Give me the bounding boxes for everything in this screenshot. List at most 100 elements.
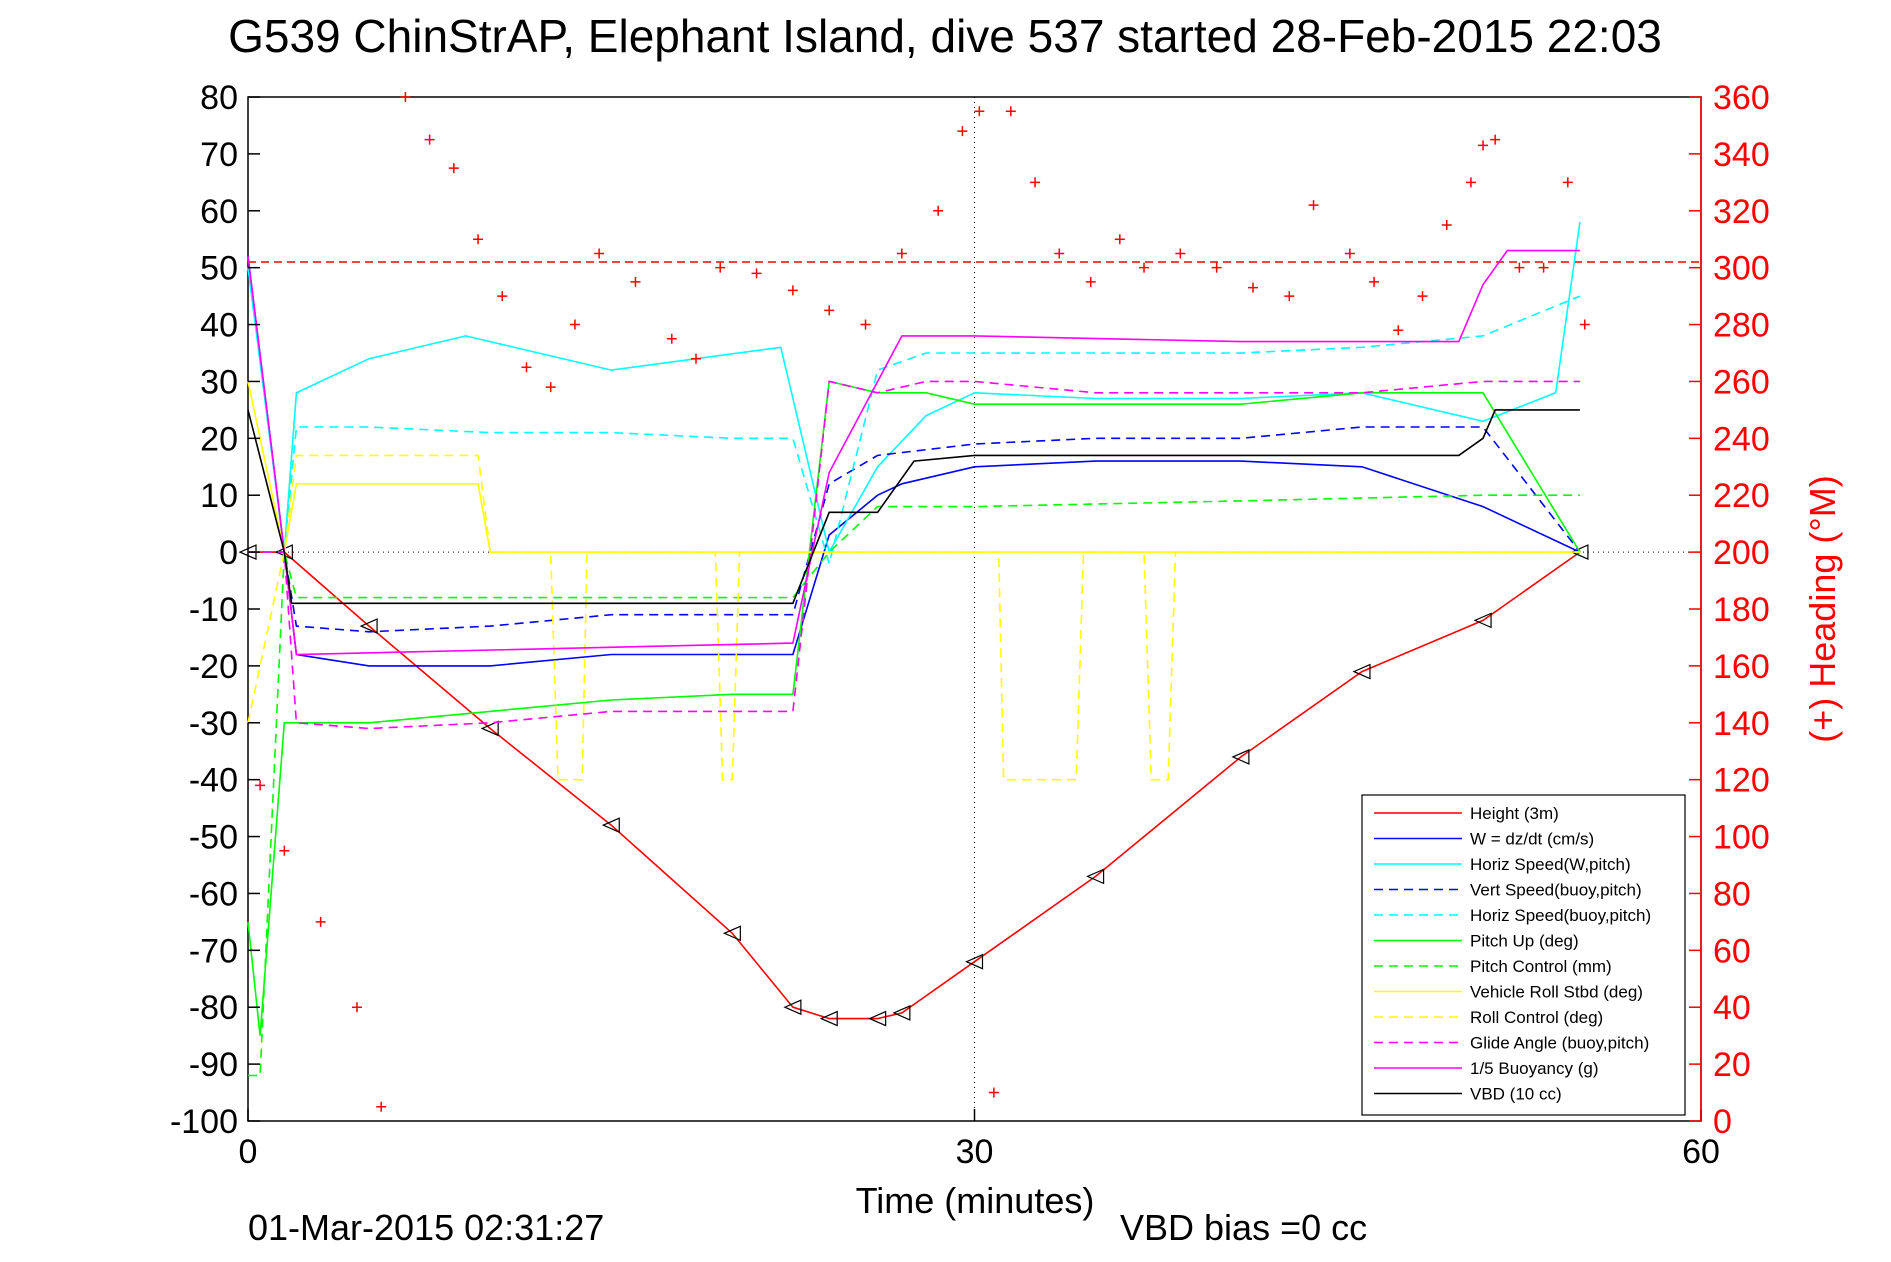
y-tick-label: -30	[189, 705, 238, 743]
y-tick-label: -80	[189, 989, 238, 1027]
series-pitch-up-deg	[247, 380, 1581, 1036]
heading-point	[751, 268, 762, 279]
heading-point	[1417, 291, 1428, 302]
legend-label: Vert Speed(buoy,pitch)	[1470, 881, 1642, 900]
y-tick-label: 70	[200, 136, 238, 174]
heading-point	[448, 163, 459, 174]
y-tick-label: 0	[219, 534, 238, 572]
heading-point	[715, 262, 726, 273]
heading-point	[1478, 140, 1489, 151]
heading-point	[1030, 177, 1041, 188]
series-glide-angle-buoy-pitch	[248, 380, 1580, 730]
heading-point	[666, 333, 677, 344]
height-marker	[359, 618, 378, 634]
legend-label: Pitch Control (mm)	[1470, 957, 1612, 976]
legend-label: W = dz/dt (cm/s)	[1470, 830, 1594, 849]
y-right-tick-label: 40	[1713, 989, 1751, 1027]
heading-point	[988, 1087, 999, 1098]
height-marker	[480, 720, 499, 737]
y-right-tick-label: 300	[1713, 250, 1770, 288]
heading-point	[1514, 262, 1525, 273]
heading-point	[974, 106, 985, 117]
series-1-5-buoyancy-g	[247, 249, 1580, 656]
height-marker	[1570, 544, 1589, 561]
heading-point	[315, 916, 326, 927]
legend-label: Pitch Up (deg)	[1470, 932, 1579, 951]
y-right-tick-label: 140	[1713, 705, 1770, 743]
heading-point	[351, 1002, 362, 1013]
series-w-dz-dt-cm-s	[247, 256, 1581, 667]
y-right-tick-label: 280	[1713, 307, 1770, 345]
y-right-tick-label: 100	[1713, 819, 1770, 857]
heading-point	[896, 248, 907, 259]
heading-point	[1393, 325, 1404, 336]
series-heading	[255, 92, 1590, 1112]
y-tick-label: -60	[189, 875, 238, 913]
heading-point	[1139, 262, 1150, 273]
y-right-tick-label: 60	[1713, 932, 1751, 970]
heading-point	[1211, 262, 1222, 273]
legend-label: 1/5 Buoyancy (g)	[1470, 1059, 1599, 1078]
legend-label: VBD (10 cc)	[1470, 1085, 1562, 1104]
y-right-tick-label: 240	[1713, 420, 1770, 458]
y-tick-label: 10	[200, 477, 238, 515]
y-right-tick-label: 200	[1713, 534, 1770, 572]
y-tick-label: -10	[189, 591, 238, 629]
height-marker	[1231, 748, 1250, 765]
y-right-tick-label: 120	[1713, 762, 1770, 800]
y-tick-label: 20	[200, 420, 238, 458]
heading-point	[255, 780, 266, 791]
heading-point	[1579, 319, 1590, 330]
heading-point	[473, 234, 484, 245]
y-right-tick-label: 260	[1713, 363, 1770, 401]
heading-point	[787, 285, 798, 296]
legend-label: Height (3m)	[1470, 804, 1559, 823]
vbd-bias-footer: VBD bias =0 cc	[1120, 1207, 1367, 1248]
legend-label: Vehicle Roll Stbd (deg)	[1470, 983, 1643, 1002]
x-tick-label: 30	[956, 1133, 994, 1171]
heading-point	[957, 126, 968, 137]
height-marker	[722, 925, 741, 942]
heading-point	[521, 362, 532, 373]
heading-point	[1465, 177, 1476, 188]
y-right-tick-label: 80	[1713, 875, 1751, 913]
height-marker	[783, 999, 802, 1016]
heading-point	[279, 845, 290, 856]
heading-point	[1344, 248, 1355, 259]
height-marker	[601, 817, 620, 834]
height-marker	[1473, 612, 1492, 629]
y-right-tick-label: 160	[1713, 648, 1770, 686]
height-marker	[1352, 663, 1371, 680]
heading-point	[1490, 134, 1501, 145]
legend-label: Horiz Speed(buoy,pitch)	[1470, 906, 1651, 925]
heading-point	[1284, 291, 1295, 302]
legend-box	[1361, 794, 1686, 1116]
heading-point	[545, 382, 556, 393]
legend-label: Roll Control (deg)	[1470, 1008, 1603, 1027]
heading-point	[376, 1101, 387, 1112]
y-tick-label: 40	[200, 307, 238, 345]
heading-point	[1175, 248, 1186, 259]
chart-title: G539 ChinStrAP, Elephant Island, dive 53…	[228, 10, 1662, 62]
y-right-tick-label: 20	[1713, 1046, 1751, 1084]
series-vert-speed-buoy-pitch	[248, 426, 1581, 633]
series-vbd-10-cc	[247, 409, 1580, 605]
y-tick-label: 60	[200, 193, 238, 231]
right-axis-label: (+) Heading (°M)	[1802, 475, 1843, 742]
heading-point	[497, 291, 508, 302]
heading-point	[400, 92, 411, 102]
heading-point	[1085, 276, 1096, 287]
heading-point	[1054, 248, 1065, 259]
series-roll-control-deg	[247, 454, 1580, 781]
height-marker	[965, 953, 984, 970]
y-tick-label: 30	[200, 363, 238, 401]
y-right-tick-label: 320	[1713, 193, 1770, 231]
height-marker	[1086, 868, 1105, 885]
heading-point	[630, 276, 641, 287]
y-right-tick-label: 0	[1713, 1103, 1732, 1141]
y-tick-label: -70	[189, 932, 238, 970]
y-tick-label: -20	[189, 648, 238, 686]
heading-point	[1005, 106, 1016, 117]
y-right-tick-label: 340	[1713, 136, 1770, 174]
